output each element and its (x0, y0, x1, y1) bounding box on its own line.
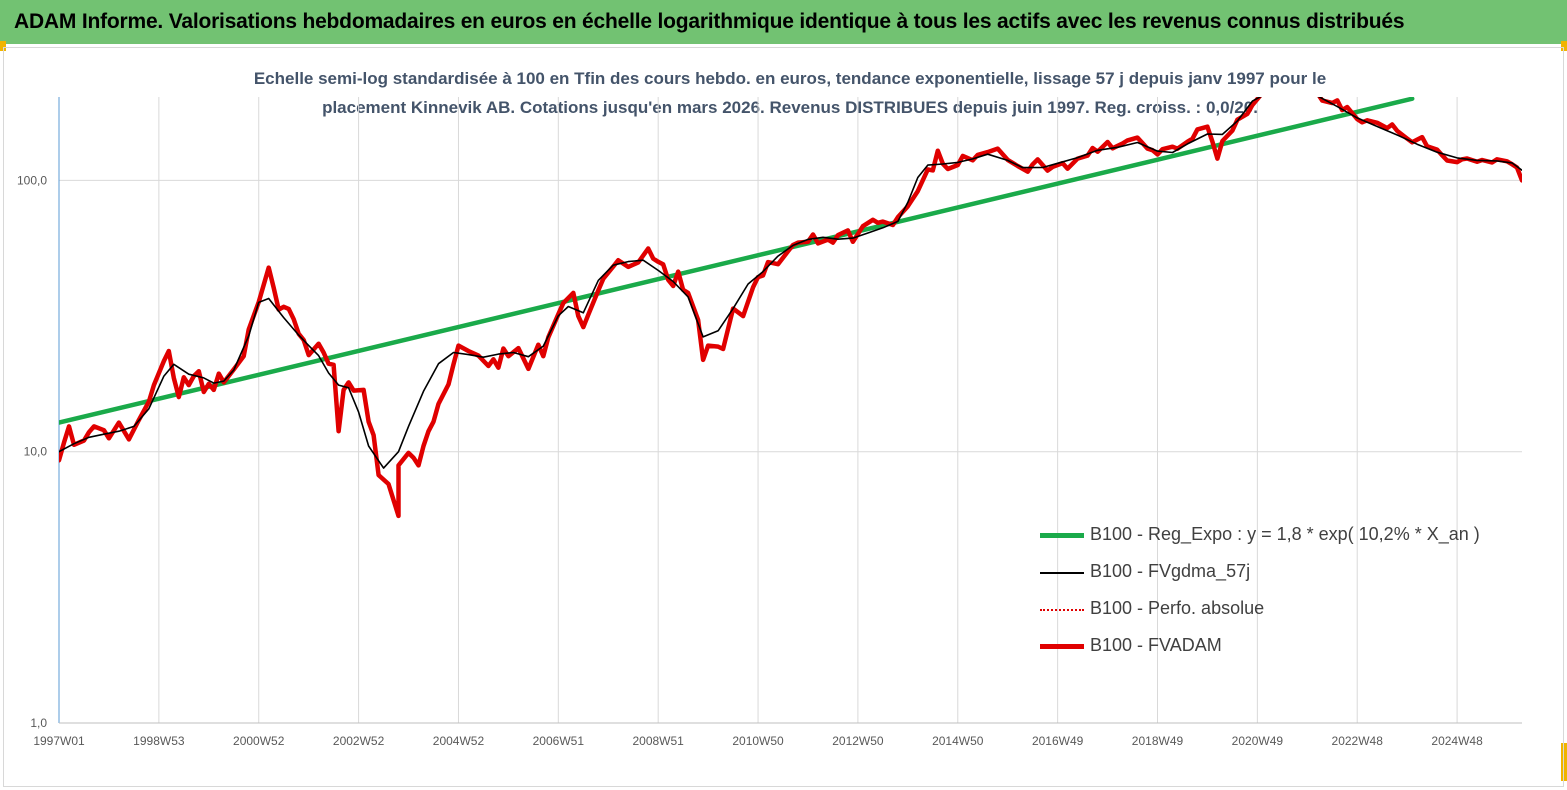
y-tick-label: 10,0 (24, 445, 48, 459)
legend-label-perfo: B100 - Perfo. absolue (1090, 598, 1265, 618)
series-line-b100-reg-expo-y-1-8-exp-10-2-x-an (59, 97, 1415, 425)
x-tick-label: 2006W51 (533, 734, 585, 748)
legend-label-fvadam: B100 - FVADAM (1090, 635, 1222, 655)
y-tick-label: 1,0 (30, 716, 47, 730)
x-tick-label: 2008W51 (632, 734, 684, 748)
x-tick-label: 2012W50 (832, 734, 884, 748)
chart-subtitle-line-2: placement Kinnevik AB. Cotations jusqu'e… (322, 98, 1258, 117)
chart-legend: B100 - Reg_Expo : y = 1,8 * exp( 10,2% *… (1040, 518, 1500, 666)
corner-mark-right (1561, 41, 1567, 51)
corner-mark-bottom-right (1561, 743, 1567, 781)
legend-label-regression: B100 - Reg_Expo : y = 1,8 * exp( 10,2% *… (1090, 524, 1480, 544)
page-title: ADAM Informe. Valorisations hebdomadaire… (14, 10, 1405, 33)
x-tick-label: 2000W52 (233, 734, 285, 748)
x-tick-label: 2024W48 (1431, 734, 1483, 748)
legend-swatch-perfo (1040, 609, 1084, 611)
x-tick-label: 2014W50 (932, 734, 984, 748)
chart-frame (3, 47, 1564, 787)
corner-mark-left (0, 41, 6, 51)
header-banner: ADAM Informe. Valorisations hebdomadaire… (0, 0, 1567, 44)
y-tick-label: 100,0 (17, 173, 47, 187)
x-tick-label: 1998W53 (133, 734, 185, 748)
x-tick-label: 2018W49 (1132, 734, 1184, 748)
x-tick-label: 2016W49 (1032, 734, 1084, 748)
x-tick-label: 2004W52 (433, 734, 485, 748)
series-line-b100-fvgdma-57j-2022-segment (1317, 97, 1522, 171)
legend-item-fvgdma: B100 - FVgdma_57j (1040, 555, 1500, 592)
legend-swatch-regression (1040, 533, 1084, 538)
x-tick-label: 2010W50 (732, 734, 784, 748)
x-tick-label: 2020W49 (1232, 734, 1284, 748)
chart-subtitle-line-1: Echelle semi-log standardisée à 100 en T… (253, 69, 1327, 88)
series-line-b100-fvadam (59, 97, 1262, 519)
legend-swatch-fvgdma (1040, 572, 1084, 574)
legend-item-fvadam: B100 - FVADAM (1040, 629, 1500, 666)
x-tick-label: 1997W01 (33, 734, 85, 748)
legend-label-fvgdma: B100 - FVgdma_57j (1090, 561, 1251, 581)
legend-item-perfo: B100 - Perfo. absolue (1040, 592, 1500, 629)
x-tick-label: 2022W48 (1332, 734, 1384, 748)
x-tick-label: 2002W52 (333, 734, 385, 748)
chart-subtitle: Echelle semi-log standardisée à 100 en T… (150, 64, 1430, 122)
legend-swatch-fvadam (1040, 644, 1084, 649)
legend-item-regression: B100 - Reg_Expo : y = 1,8 * exp( 10,2% *… (1040, 518, 1500, 555)
series-line-b100-fvadam-2022-segment (1317, 97, 1522, 183)
series-line-b100-fvgdma-57j (59, 97, 1262, 469)
